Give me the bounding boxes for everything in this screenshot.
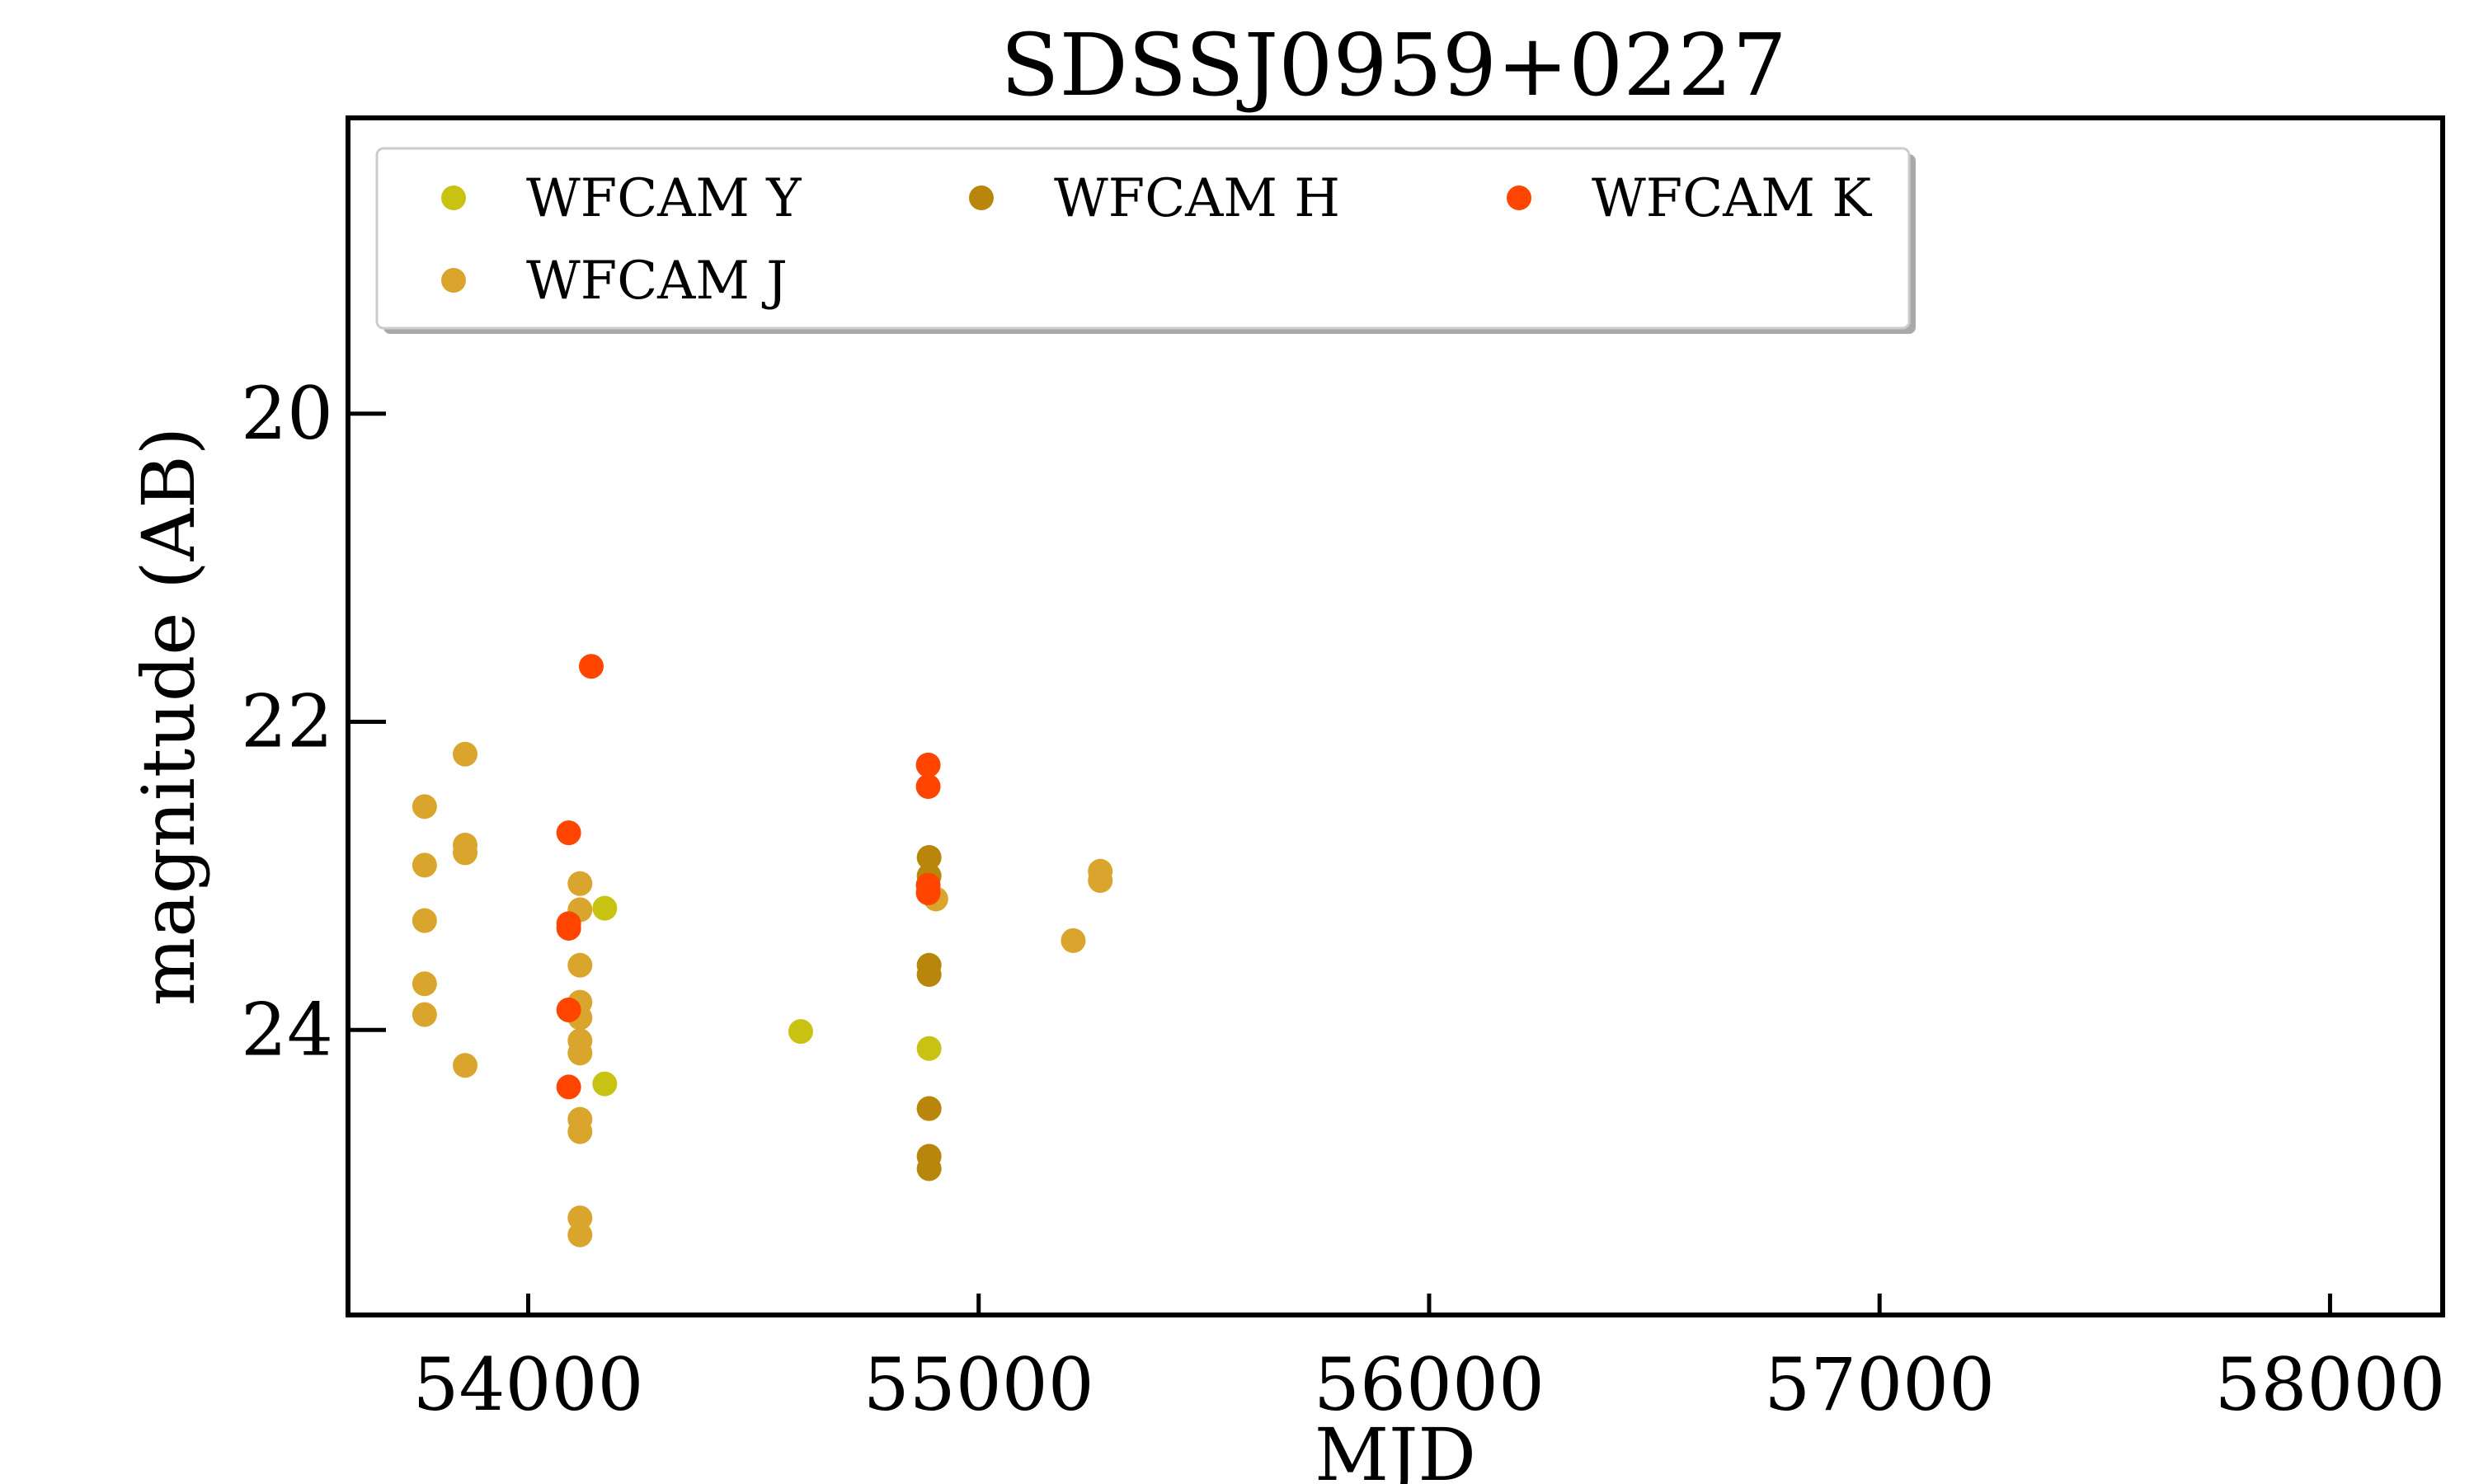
legend-label: WFCAM Y	[526, 168, 802, 229]
y-tick-label: 22	[241, 679, 333, 764]
data-point-wfcam-j	[1088, 868, 1113, 894]
data-point-wfcam-k	[556, 997, 581, 1022]
y-tick-label: 20	[241, 371, 333, 456]
y-axis-label: magnitude (AB)	[126, 427, 211, 1006]
legend-entry-wfcam-k: WFCAM K	[1507, 168, 1872, 229]
data-point-wfcam-y	[592, 1071, 618, 1097]
legend-marker	[1507, 186, 1531, 210]
data-point-wfcam-j	[412, 852, 437, 878]
data-point-wfcam-j	[453, 840, 478, 866]
data-point-wfcam-y	[788, 1019, 813, 1045]
data-point-wfcam-j	[567, 1205, 593, 1231]
data-point-wfcam-h	[916, 844, 942, 870]
y-tick-label: 24	[241, 987, 333, 1072]
data-point-wfcam-k	[578, 654, 604, 679]
legend-entry-wfcam-h: WFCAM H	[969, 168, 1340, 229]
data-point-wfcam-j	[412, 1002, 437, 1027]
data-point-wfcam-j	[1061, 928, 1086, 953]
legend-label: WFCAM H	[1054, 168, 1340, 229]
legend-marker	[441, 268, 466, 293]
data-point-wfcam-h	[916, 1096, 942, 1121]
data-point-wfcam-j	[453, 1053, 478, 1078]
legend-marker	[969, 186, 994, 210]
data-point-wfcam-j	[412, 794, 437, 819]
data-point-wfcam-k	[556, 915, 581, 941]
data-point-wfcam-j	[453, 741, 478, 767]
x-tick-label: 56000	[1314, 1342, 1545, 1427]
data-point-wfcam-h	[916, 962, 942, 988]
series-wfcam-j	[412, 741, 1113, 1247]
data-point-wfcam-k	[915, 752, 941, 777]
chart-title: SDSSJ0959+0227	[1000, 15, 1786, 115]
legend-label: WFCAM J	[526, 251, 788, 312]
series-wfcam-y	[592, 895, 942, 1121]
data-point-wfcam-k	[915, 880, 941, 905]
data-point-wfcam-h	[916, 1156, 942, 1181]
data-point-wfcam-k	[915, 774, 941, 800]
x-axis-label: MJD	[1315, 1412, 1476, 1484]
data-point-wfcam-k	[556, 1074, 581, 1100]
data-point-wfcam-j	[412, 908, 437, 933]
data-point-wfcam-j	[567, 1119, 593, 1144]
data-point-wfcam-y	[916, 1036, 942, 1061]
legend-label: WFCAM K	[1592, 168, 1872, 229]
series-wfcam-h	[916, 844, 942, 1181]
data-point-wfcam-j	[567, 1222, 593, 1247]
legend-marker	[441, 186, 466, 210]
data-point-wfcam-j	[567, 871, 593, 896]
axis-ticks: 54000 55000 56000 57000 58000 20 22 24	[241, 371, 2445, 1427]
legend-entry-wfcam-y: WFCAM Y	[441, 168, 802, 229]
legend-entry-wfcam-j: WFCAM J	[441, 251, 788, 312]
x-tick-label: 55000	[863, 1342, 1094, 1427]
data-point-wfcam-j	[567, 1040, 593, 1066]
series-wfcam-k	[556, 654, 941, 1100]
plot-area-frame	[346, 115, 2445, 1317]
x-tick-label: 54000	[413, 1342, 644, 1427]
legend: WFCAM Y WFCAM H WFCAM K WFCAM J	[375, 147, 1916, 334]
data-point-wfcam-k	[556, 820, 581, 846]
data-points	[412, 654, 1113, 1247]
legend-items: WFCAM Y WFCAM H WFCAM K WFCAM J	[441, 168, 1872, 312]
x-tick-label: 58000	[2214, 1342, 2445, 1427]
data-point-wfcam-j	[567, 952, 593, 978]
data-point-wfcam-j	[412, 971, 437, 997]
x-tick-label: 57000	[1764, 1342, 1995, 1427]
data-point-wfcam-y	[592, 895, 618, 921]
